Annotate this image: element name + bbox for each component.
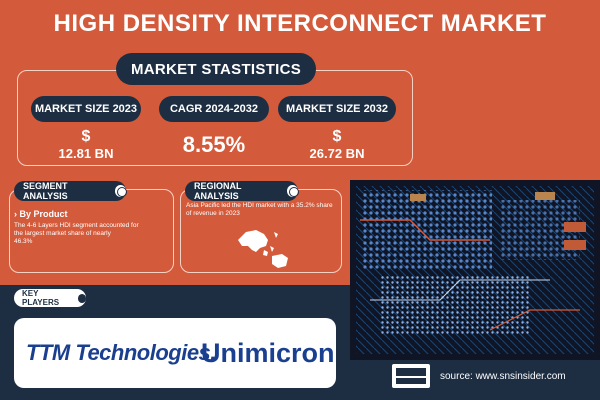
unimicron-logo: Unimicron [201,338,335,368]
segment-heading: SEGMENT ANALYSIS [14,181,128,201]
regional-text-2: of revenue in 2023 [186,210,240,217]
key-players-logos: TTM Technologies. Unimicron [14,318,336,388]
sns-insider-logo [392,364,430,388]
page-title: HIGH DENSITY INTERCONNECT MARKET [53,10,547,37]
cagr-label: CAGR 2024-2032 [159,96,269,122]
segment-subtitle-text: By Product [19,209,68,219]
market-size-2032-value: 26.72 BN [309,146,365,161]
segment-subtitle: › By Product [14,209,68,219]
stats-heading: MARKET STASTISTICS [116,53,316,85]
market-size-2023-currency: $ [81,128,91,145]
segment-text-3: 46.3% [14,238,33,245]
globe-icon [286,185,300,197]
asia-pacific-map-icon [238,230,288,268]
market-size-2023-value: 12.81 BN [58,146,114,161]
market-size-2023-label: MARKET SIZE 2023 [31,96,141,122]
key-players-heading: KEY PLAYERS [14,289,86,307]
segment-text-1: The 4-6 Layers HDI segment accounted for [14,222,139,229]
segment-text-2: the largest market share of nearly [14,230,111,237]
segment-title: SEGMENT ANALYSIS [23,181,68,201]
regional-text-1: Asia Pacific led the HDI market with a 3… [186,202,333,209]
key-players-title: KEY PLAYERS [22,289,60,307]
circuit-board-image [350,180,600,360]
ttm-technologies-logo: TTM Technologies. [26,340,216,365]
market-size-2032-currency: $ [332,128,342,145]
regional-title: REGIONAL ANALYSIS [194,181,242,201]
market-size-2032-label: MARKET SIZE 2032 [278,96,396,122]
cagr-value: 8.55% [182,132,246,157]
source-text: source: www.snsinsider.com [440,371,566,382]
user-icon [77,293,86,303]
globe-icon [114,185,128,197]
regional-heading: REGIONAL ANALYSIS [185,181,300,201]
